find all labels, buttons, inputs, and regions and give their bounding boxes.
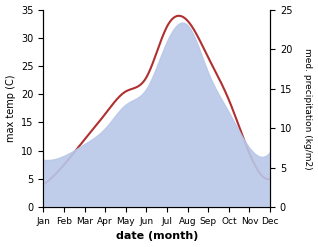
Y-axis label: med. precipitation (kg/m2): med. precipitation (kg/m2) bbox=[303, 48, 313, 169]
Y-axis label: max temp (C): max temp (C) bbox=[5, 75, 16, 142]
X-axis label: date (month): date (month) bbox=[115, 231, 198, 242]
